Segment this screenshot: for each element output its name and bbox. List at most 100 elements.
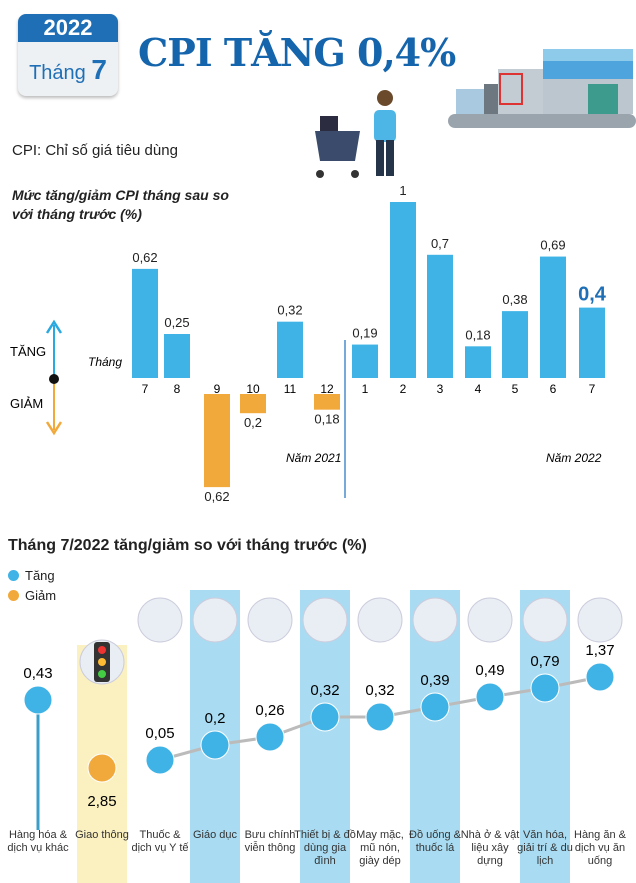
category-label: Hàng ăn & dịch vụ ăn uống [574,829,626,867]
x-tick-label: 6 [550,382,557,396]
data-label: 0,69 [540,238,565,253]
year: 2022 [18,14,118,42]
data-point [530,673,560,703]
x-tick-label: 5 [512,382,519,396]
month-label: Tháng [29,62,86,84]
x-tick-label: 4 [475,382,482,396]
data-label: 0,32 [277,303,302,318]
data-point [200,730,230,760]
data-point [420,692,450,722]
data-label: 0,62 [204,489,229,504]
data-point [23,685,53,715]
data-label: 0,38 [502,292,527,307]
data-label: 0,4 [578,284,607,306]
data-point [87,753,117,783]
category-label: Đồ uống & thuốc lá [409,829,461,854]
bar [390,202,416,378]
year-2021-label: Năm 2021 [286,451,341,465]
bar [465,346,491,378]
data-label: 0,2 [244,415,262,430]
antenna-icon [247,597,293,643]
data-point [145,745,175,775]
data-point [365,702,395,732]
x-tick-label: 12 [320,382,334,396]
bar [132,268,158,378]
bar [502,311,528,378]
data-point [310,702,340,732]
food-icon [577,597,623,643]
x-tick-label: 7 [142,382,149,396]
page-title: CPI TĂNG 0,4% [138,30,456,75]
data-label: 0,19 [352,326,377,341]
category-label: Giao thông [75,829,129,841]
data-label: 0,2 [205,710,226,727]
data-label: 0,43 [23,665,52,682]
data-point [475,682,505,712]
store-illustration [448,49,636,128]
shopper-illustration [315,90,396,178]
bar [352,344,378,378]
data-label: 0,7 [431,236,449,251]
category-label: Văn hóa, giải trí & du lịch [517,829,573,867]
calendar-badge: 2022 Tháng 7 [18,14,118,96]
category-label: Bưu chính viễn thông [244,829,296,854]
x-tick-label: 9 [214,382,221,396]
x-tick-label: 3 [437,382,444,396]
category-label: Thiết bị & đồ dùng gia đình [294,829,356,867]
category-label: Giáo dục [192,829,238,841]
data-label: 0,39 [420,672,449,689]
washing-machine-icon [302,597,348,643]
bar [277,321,303,378]
category-label: Hàng hóa & dịch vụ khác [7,829,69,854]
data-label: 0,05 [145,725,174,742]
data-label: 2,85 [87,793,116,810]
data-label: 0,25 [164,315,189,330]
legend-increase: Tăng [8,568,55,583]
legend-decrease: Giảm [8,588,56,603]
chart2-title: Tháng 7/2022 tăng/giảm so với tháng trướ… [8,537,367,554]
month: 7 [91,54,107,85]
data-label: 0,62 [132,250,157,265]
x-tick-label: 2 [400,382,407,396]
shoes-icon [357,597,403,643]
x-tick-label: 8 [174,382,181,396]
graduation-cap-icon [192,597,238,643]
x-axis-label: Tháng [88,355,122,369]
data-label: 0,18 [314,412,339,427]
chart1-title: Mức tăng/giảm CPI tháng sau so với tháng… [12,187,229,222]
cpi-monthly-bar-chart: TĂNG GIẢM Tháng Năm 2021 Năm 2022 7 0,62 8… [10,183,607,504]
house-icon [467,597,513,643]
bar [579,307,605,378]
bar [540,256,566,378]
data-label: 0,49 [475,662,504,679]
bar [164,334,190,378]
bar [204,394,230,488]
data-point [585,662,615,692]
data-point [255,722,285,752]
bar [240,394,266,414]
bar [314,394,340,410]
data-label: 0,26 [255,702,284,719]
year-2022-label: Năm 2022 [546,451,602,465]
data-label: 0,18 [465,327,490,342]
x-tick-label: 7 [589,382,596,396]
film-icon [522,597,568,643]
data-label: 0,32 [310,682,339,699]
category-label: Thuốc & dịch vụ Y tế [131,829,189,854]
x-tick-label: 1 [362,382,369,396]
legend-down: GIẢM [10,396,43,411]
category-label: Nhà ở & vật liệu xây dựng [460,829,520,867]
data-label: 0,79 [530,653,559,670]
data-label: 1,37 [585,642,614,659]
category-label: May mặc, mũ nón, giày dép [356,829,404,867]
data-label: 1 [399,183,406,198]
x-tick-label: 10 [246,382,260,396]
data-label: 0,32 [365,682,394,699]
bar [427,254,453,378]
legend-up: TĂNG [10,344,46,359]
subtitle: CPI: Chỉ số giá tiêu dùng [12,142,178,159]
medicine-icon [137,597,183,643]
x-tick-label: 11 [284,382,297,396]
drinks-icon [412,597,458,643]
